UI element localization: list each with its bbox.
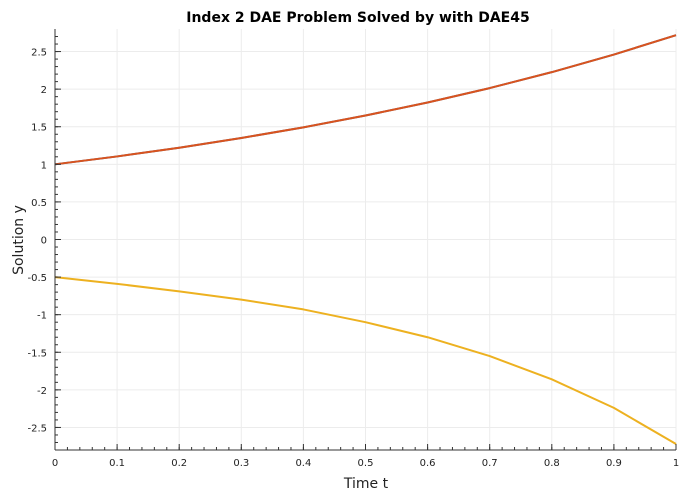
x-tick-label: 0 [52, 458, 58, 469]
x-tick-label: 0.7 [482, 458, 498, 469]
x-tick-label: 0.6 [420, 458, 436, 469]
x-tick-label: 0.9 [606, 458, 622, 469]
x-tick-label: 0.1 [109, 458, 125, 469]
series-line-2 [54, 34, 677, 166]
y-tick-label: 2 [41, 85, 47, 96]
series-line-3 [54, 276, 677, 445]
x-axis-label: Time t [343, 476, 389, 492]
y-tick-label: -0.5 [27, 273, 47, 284]
y-tick-label: -2.5 [27, 423, 47, 434]
y-tick-label: 0 [41, 236, 47, 247]
x-tick-label: 0.5 [358, 458, 374, 469]
x-tick-label: 1 [673, 458, 679, 469]
y-tick-label: 2.5 [31, 48, 47, 59]
x-tick-label: 0.2 [171, 458, 187, 469]
y-tick-label: -1 [37, 311, 47, 322]
y-tick-label: -2 [37, 386, 47, 397]
y-tick-label: -1.5 [27, 348, 47, 359]
y-tick-label: 1.5 [31, 123, 47, 134]
x-tick-label: 0.4 [295, 458, 311, 469]
y-tick-label: 1 [41, 160, 47, 171]
x-tick-label: 0.8 [544, 458, 560, 469]
y-tick-label: 0.5 [31, 198, 47, 209]
y-axis-label: Solution y [11, 205, 27, 275]
x-tick-label: 0.3 [233, 458, 249, 469]
axes: 0 0.1 0.2 0.3 0.4 0.5 0.6 0.7 0.8 0.9 1 -2.5 -2 -1.5 -… [27, 29, 679, 469]
series-lines [54, 34, 677, 445]
chart-title: Index 2 DAE Problem Solved by with DAE45 [186, 10, 529, 26]
